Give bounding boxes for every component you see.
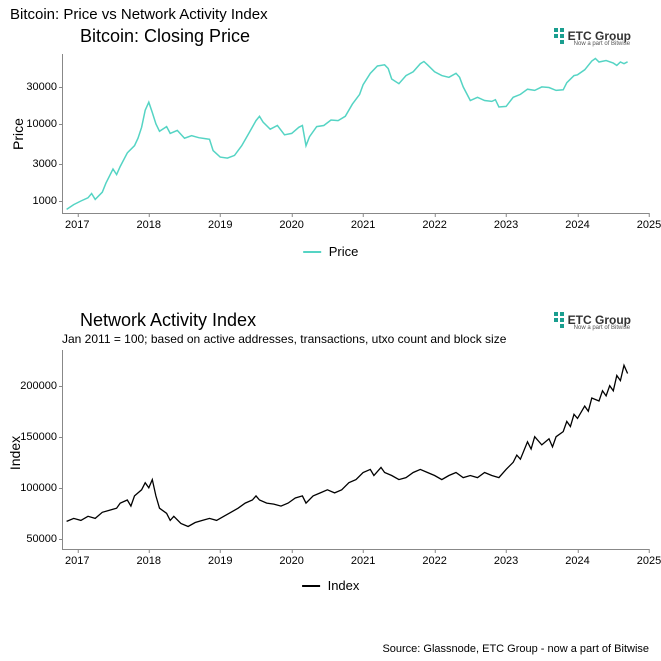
x-tick: 2022 bbox=[422, 549, 446, 567]
etc-logo-bottom: ETC Group Now a part of Bitwise bbox=[554, 312, 631, 328]
chart1-plot-area: 1000300010000300002017201820192020202120… bbox=[62, 54, 649, 214]
chart-line bbox=[63, 54, 649, 213]
y-tick: 150000 bbox=[20, 431, 63, 443]
etc-logo-mark bbox=[554, 28, 564, 44]
etc-logo-subtext: Now a part of Bitwise bbox=[574, 41, 630, 47]
chart1-legend-label: Price bbox=[329, 244, 359, 259]
x-tick: 2021 bbox=[351, 213, 375, 231]
source-text: Source: Glassnode, ETC Group - now a par… bbox=[382, 643, 649, 655]
chart2-legend-line bbox=[302, 585, 320, 587]
y-tick: 200000 bbox=[20, 380, 63, 392]
chart-line bbox=[63, 350, 649, 549]
y-tick: 1000 bbox=[33, 195, 63, 207]
price-chart-panel: Bitcoin: Closing Price ETC Group Now a p… bbox=[0, 26, 661, 286]
chart1-title: Bitcoin: Closing Price bbox=[80, 26, 250, 47]
x-tick: 2017 bbox=[65, 213, 89, 231]
chart2-legend-label: Index bbox=[328, 578, 360, 593]
index-chart-panel: Network Activity Index Jan 2011 = 100; b… bbox=[0, 310, 661, 610]
x-tick: 2020 bbox=[279, 213, 303, 231]
x-tick: 2018 bbox=[137, 549, 161, 567]
chart1-legend: Price bbox=[303, 244, 359, 259]
x-tick: 2019 bbox=[208, 213, 232, 231]
etc-logo-top: ETC Group Now a part of Bitwise bbox=[554, 28, 631, 44]
main-title: Bitcoin: Price vs Network Activity Index bbox=[10, 6, 268, 23]
y-tick: 50000 bbox=[26, 533, 63, 545]
y-tick: 10000 bbox=[26, 118, 63, 130]
y-tick: 3000 bbox=[33, 158, 63, 170]
x-tick: 2017 bbox=[65, 549, 89, 567]
chart1-ylabel: Price bbox=[10, 118, 26, 150]
chart2-plot-area: 5000010000015000020000020172018201920202… bbox=[62, 350, 649, 550]
x-tick: 2025 bbox=[637, 213, 661, 231]
y-tick: 30000 bbox=[26, 81, 63, 93]
x-tick: 2018 bbox=[137, 213, 161, 231]
chart2-legend: Index bbox=[302, 578, 360, 593]
x-tick: 2024 bbox=[565, 549, 589, 567]
y-tick: 100000 bbox=[20, 482, 63, 494]
x-tick: 2024 bbox=[565, 213, 589, 231]
x-tick: 2019 bbox=[208, 549, 232, 567]
x-tick: 2022 bbox=[422, 213, 446, 231]
x-tick: 2023 bbox=[494, 549, 518, 567]
x-tick: 2020 bbox=[279, 549, 303, 567]
chart2-subtitle: Jan 2011 = 100; based on active addresse… bbox=[62, 332, 506, 346]
etc-logo-subtext: Now a part of Bitwise bbox=[574, 325, 630, 331]
x-tick: 2025 bbox=[637, 549, 661, 567]
chart1-legend-line bbox=[303, 251, 321, 253]
etc-logo-mark bbox=[554, 312, 564, 328]
chart2-title: Network Activity Index bbox=[80, 310, 256, 331]
x-tick: 2021 bbox=[351, 549, 375, 567]
x-tick: 2023 bbox=[494, 213, 518, 231]
